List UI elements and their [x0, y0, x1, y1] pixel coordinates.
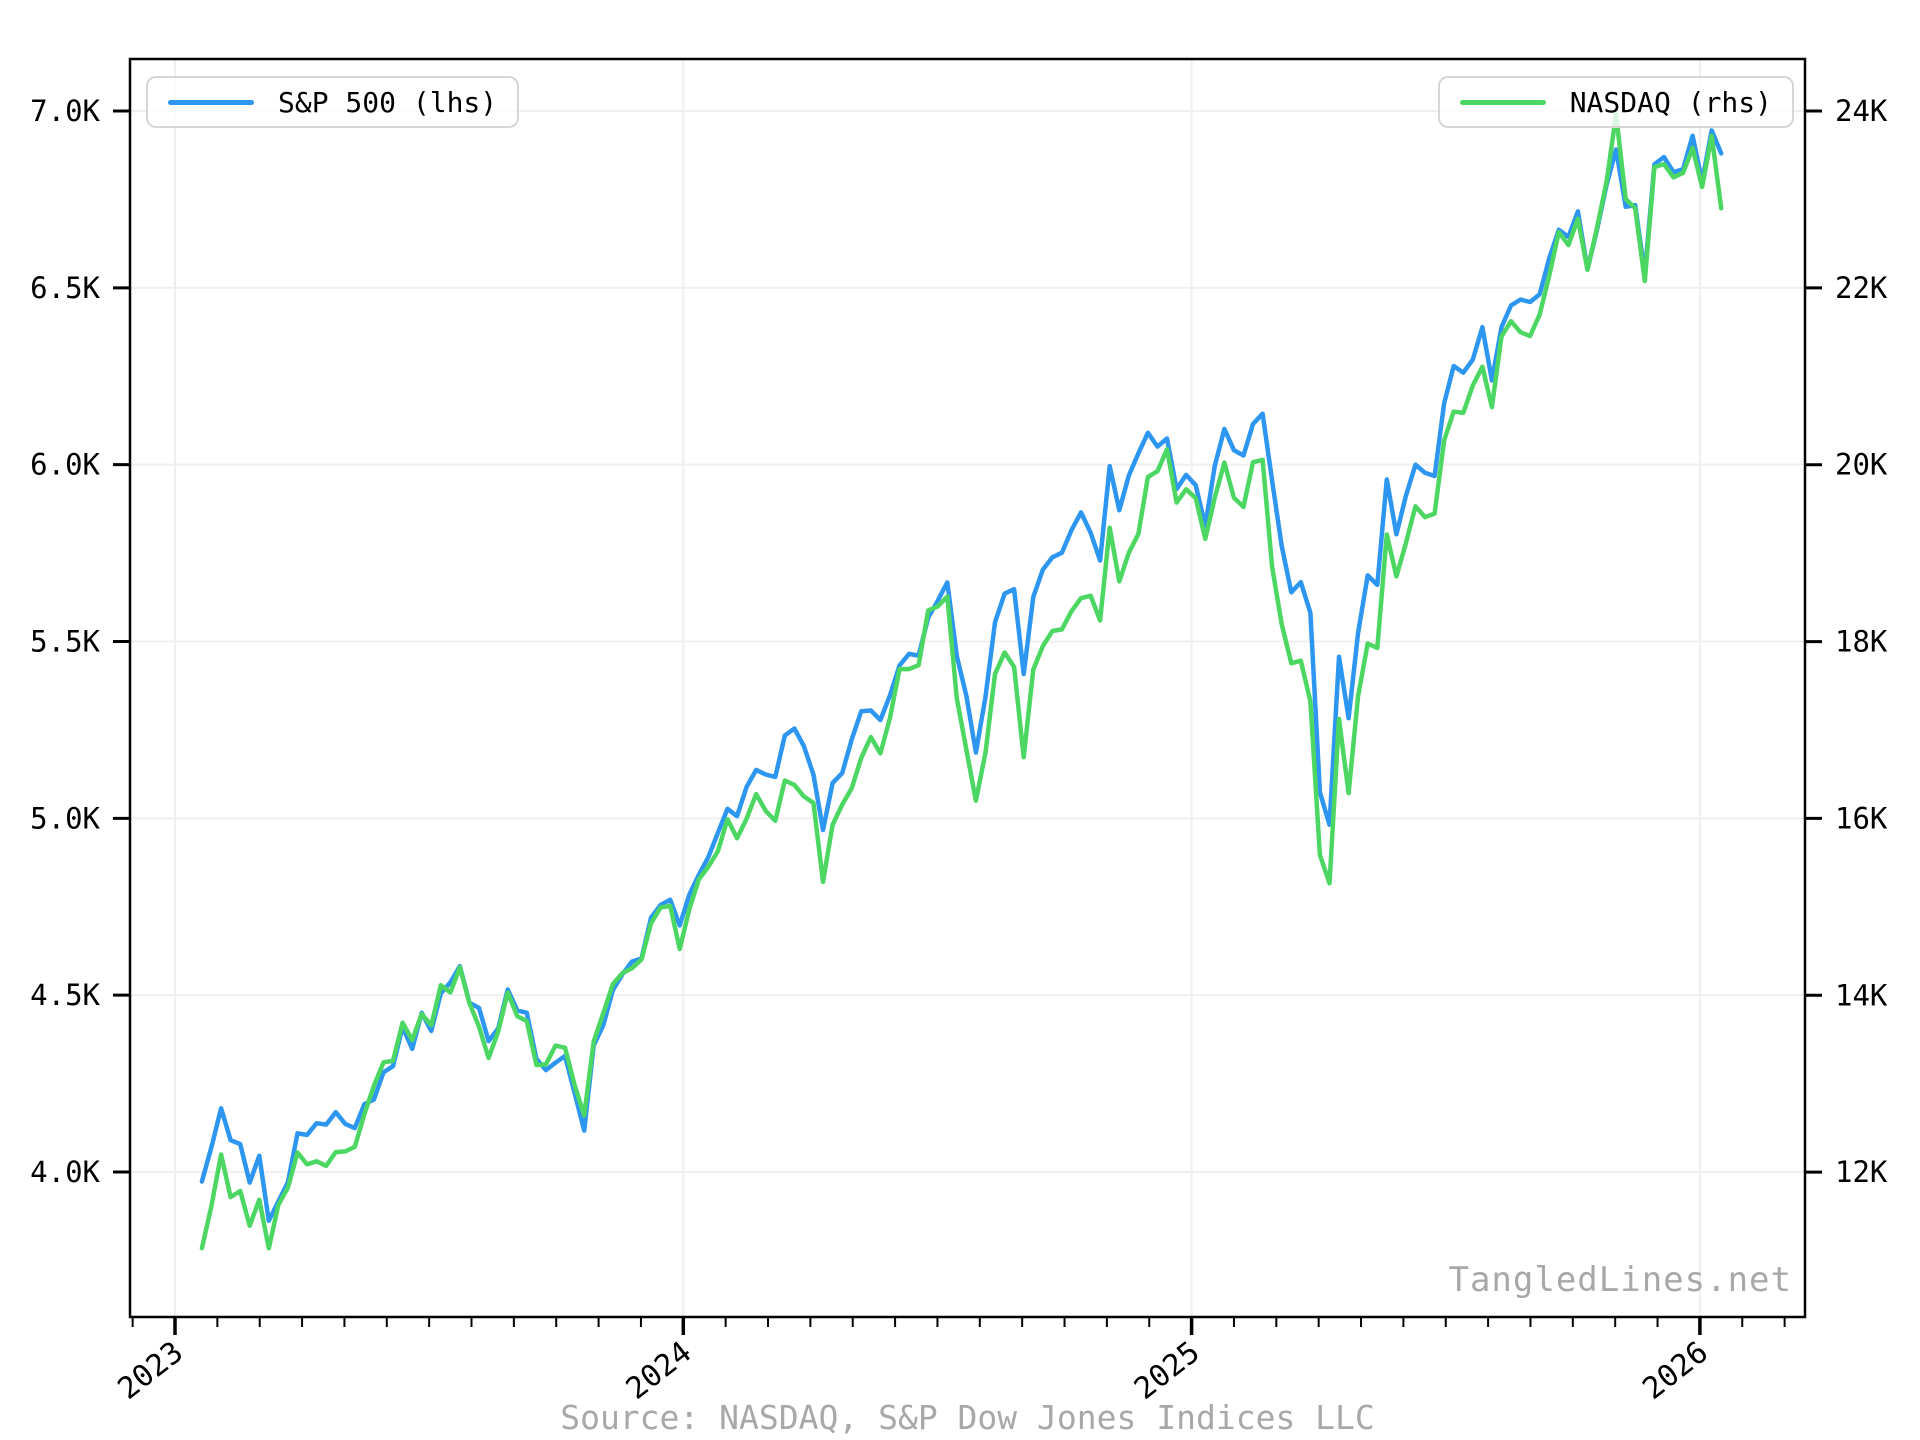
legend-label-sp500: S&P 500 (lhs)	[278, 85, 498, 119]
svg-text:20K: 20K	[1835, 448, 1888, 482]
svg-text:4.5K: 4.5K	[30, 978, 100, 1012]
svg-text:4.0K: 4.0K	[30, 1155, 100, 1189]
y-axis-left: 7.0K 6.5K 6.0K 5.5K 5.0K 4.5K 4.0K	[30, 94, 130, 1189]
legend-sp500: S&P 500 (lhs)	[146, 76, 520, 128]
source-note: Source: NASDAQ, S&P Dow Jones Indices LL…	[560, 1398, 1375, 1437]
svg-text:7.0K: 7.0K	[30, 94, 100, 128]
gridlines	[130, 59, 1805, 1317]
sp500-line-swatch	[168, 99, 254, 105]
svg-text:5.0K: 5.0K	[30, 801, 100, 835]
svg-text:24K: 24K	[1835, 94, 1888, 128]
plot-border	[128, 57, 1807, 1319]
legend-nasdaq: NASDAQ (rhs)	[1437, 76, 1794, 128]
y-axis-right: 24K 22K 20K 18K 16K 14K 12K	[1805, 94, 1888, 1189]
svg-text:14K: 14K	[1835, 978, 1888, 1012]
svg-text:22K: 22K	[1835, 271, 1888, 305]
svg-text:12K: 12K	[1835, 1155, 1888, 1189]
watermark: TangledLines.net	[1448, 1260, 1792, 1300]
series-nasdaq	[199, 112, 1724, 1251]
svg-text:6.0K: 6.0K	[30, 448, 100, 482]
nasdaq-line-swatch	[1459, 99, 1546, 105]
svg-text:16K: 16K	[1835, 801, 1888, 835]
svg-text:18K: 18K	[1835, 625, 1888, 659]
svg-text:5.5K: 5.5K	[30, 624, 100, 658]
legend-label-nasdaq: NASDAQ (rhs)	[1569, 85, 1772, 119]
svg-text:6.5K: 6.5K	[30, 271, 100, 305]
